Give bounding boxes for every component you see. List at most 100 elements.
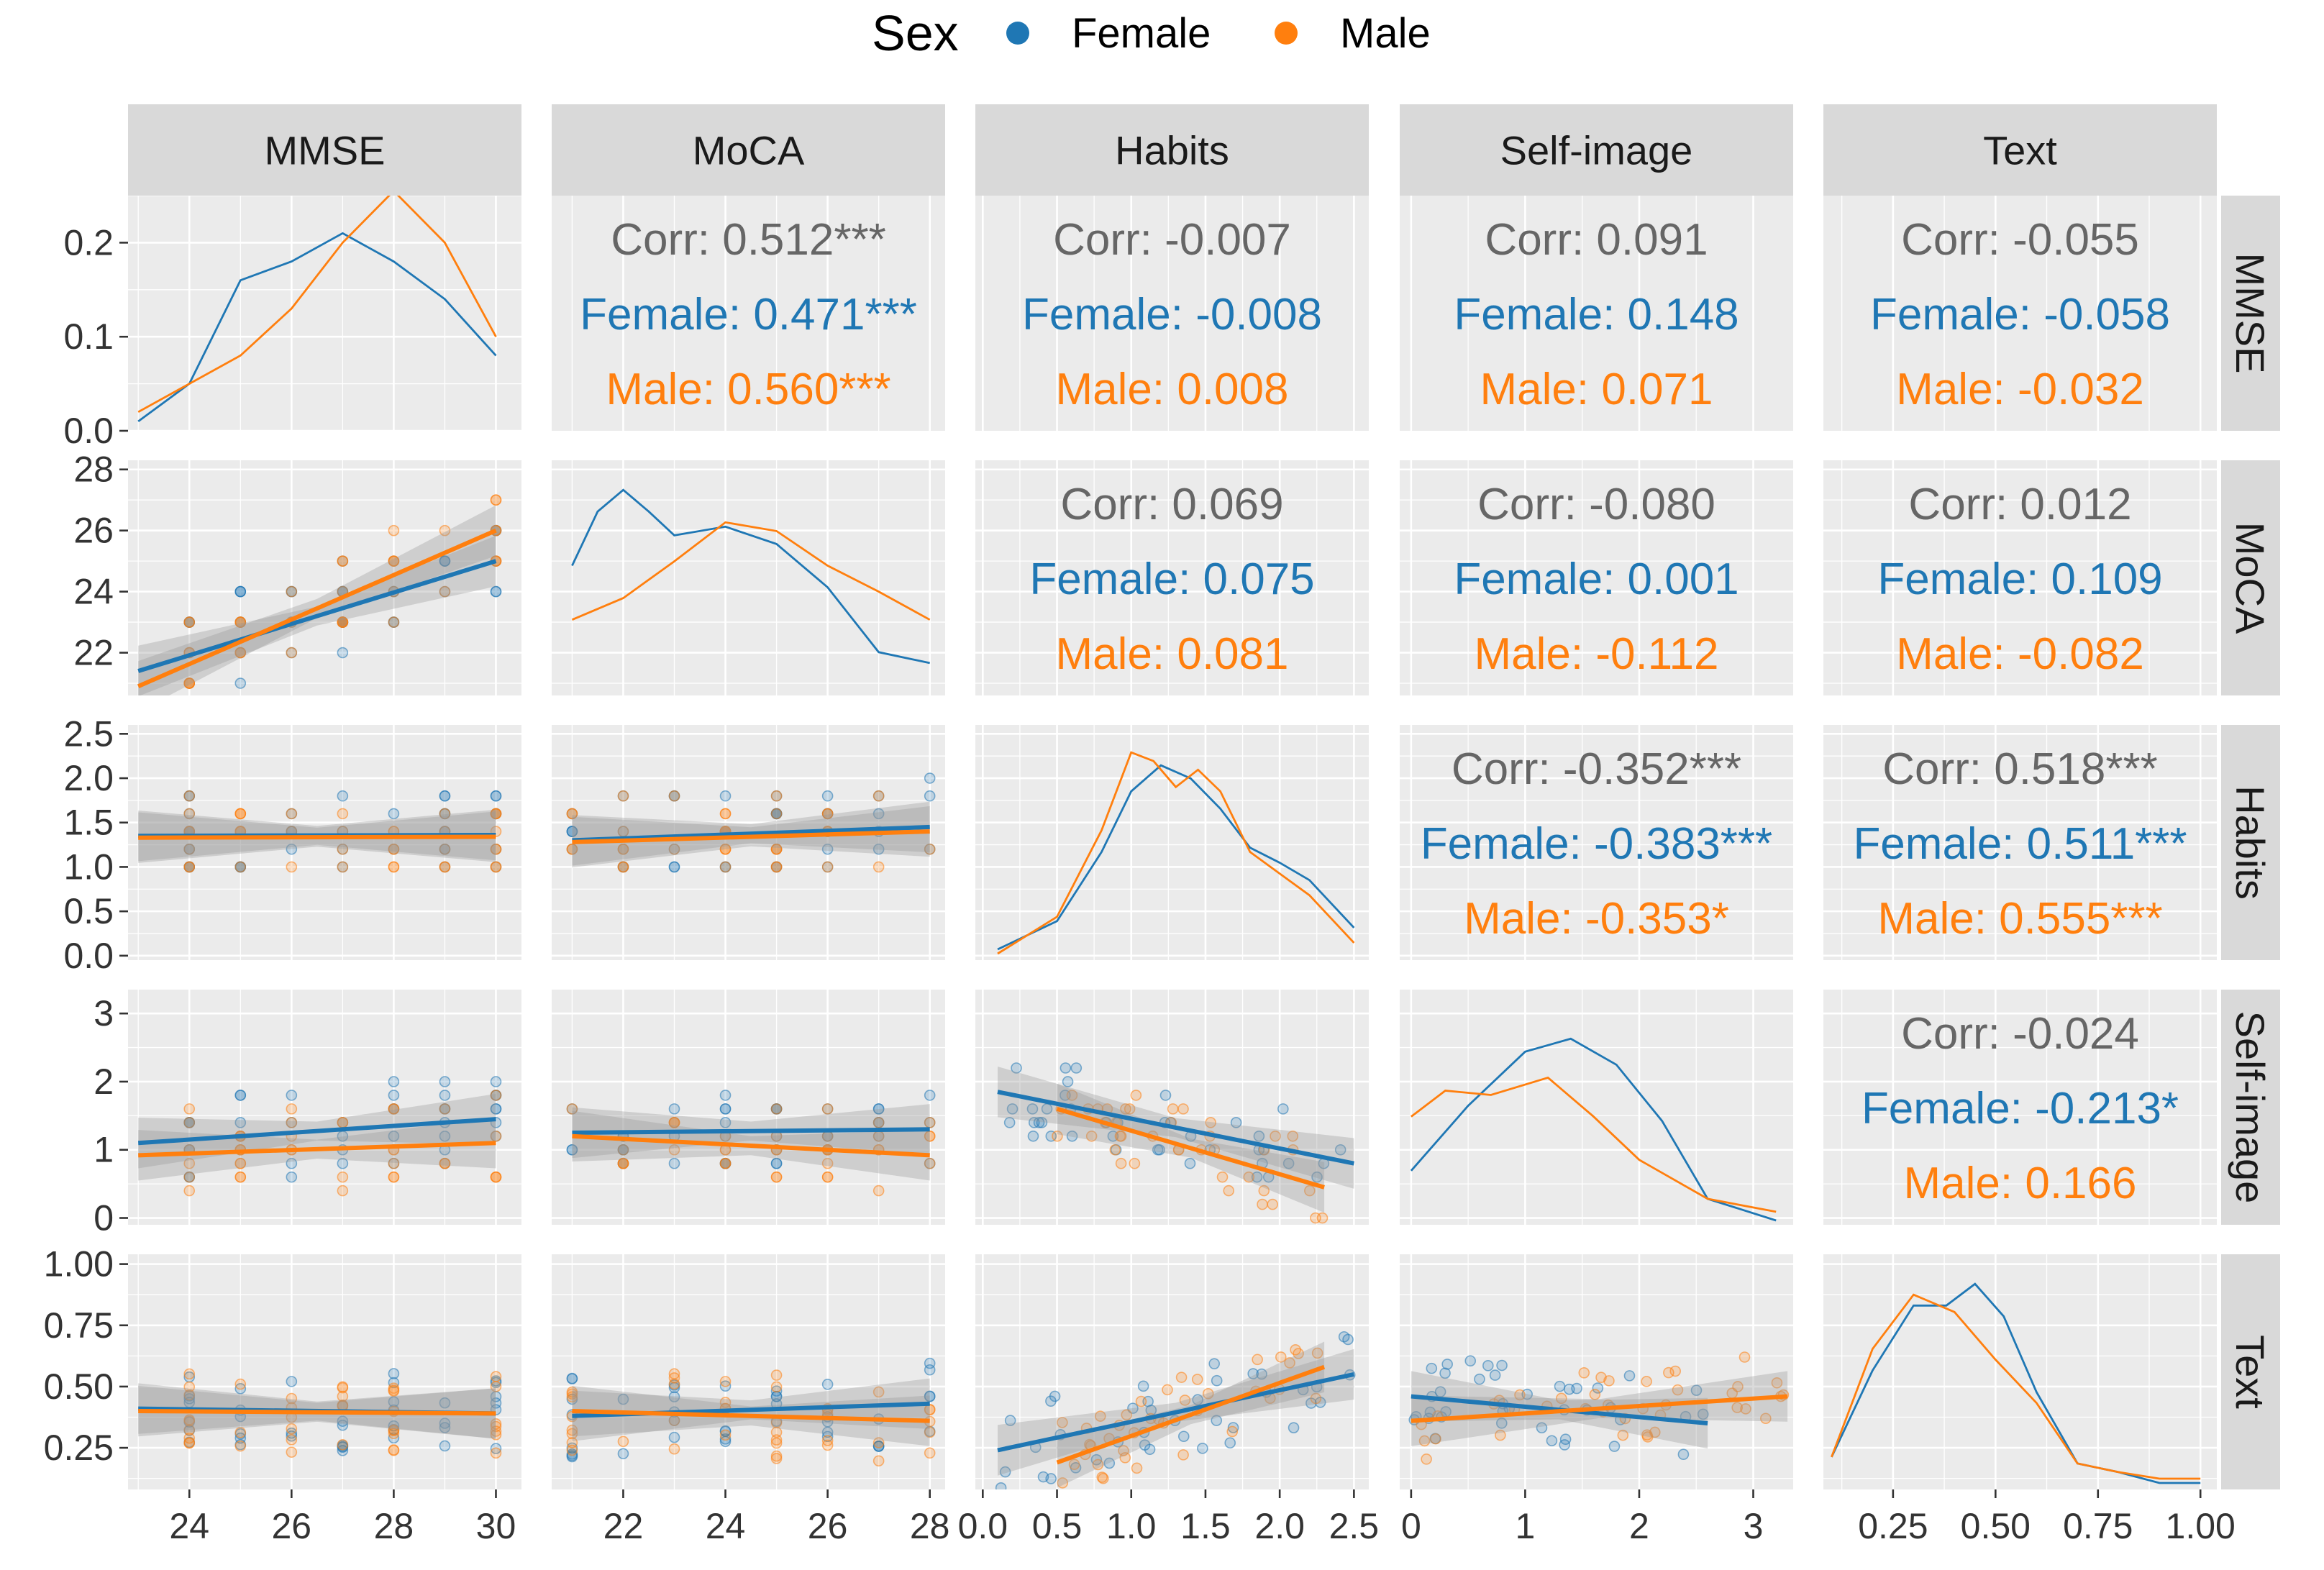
scatter-point-male xyxy=(337,1171,349,1183)
panel-background xyxy=(1400,1254,1793,1489)
scatter-point-female xyxy=(490,585,502,598)
column-strip-label: Habits xyxy=(1115,128,1229,173)
density-curve-male xyxy=(137,196,497,414)
legend: Sex Female Male xyxy=(872,5,1431,61)
scatter-point-male xyxy=(1068,1459,1080,1471)
row-strip-bg xyxy=(2221,460,2280,695)
scatter-point-male xyxy=(1270,1130,1281,1142)
panel-background xyxy=(552,1254,945,1489)
scatter-point-female xyxy=(566,1144,578,1156)
scatter-point-female xyxy=(183,1393,196,1405)
scatter-point-male xyxy=(668,843,680,855)
panel-text-text xyxy=(1823,1254,2217,1489)
scatter-point-female xyxy=(1334,1144,1346,1156)
scatter-point-male xyxy=(770,1381,783,1393)
scatter-point-female xyxy=(770,1385,783,1397)
scatter-point-male xyxy=(183,1171,196,1183)
scatter-point-male xyxy=(490,494,502,506)
scatter-point-male xyxy=(1284,1357,1295,1369)
column-strip-bg xyxy=(552,104,945,196)
scatter-point-male xyxy=(183,808,196,820)
x-tick-label: 22 xyxy=(603,1506,644,1546)
scatter-point-female xyxy=(1224,1437,1236,1449)
scatter-point-female xyxy=(1006,1103,1019,1115)
row-strip-self-image: Self-image xyxy=(2221,990,2280,1225)
scatter-point-male xyxy=(286,585,298,598)
scatter-point-male xyxy=(1267,1198,1279,1210)
x-tick-label: 0.75 xyxy=(2063,1506,2133,1546)
x-tick-label: 0 xyxy=(1401,1506,1421,1546)
scatter-point-female xyxy=(566,1373,578,1384)
scatter-point-female xyxy=(490,1103,502,1115)
scatter-point-female xyxy=(1045,1130,1057,1142)
regression-line-male xyxy=(1056,1106,1325,1190)
scatter-point-female xyxy=(1036,1117,1048,1128)
scatter-point-male xyxy=(183,1437,196,1449)
panel-moca-habits: Corr: 0.069 Female: 0.075 Male: 0.081 xyxy=(975,460,1369,695)
scatter-point-male xyxy=(617,843,629,855)
scatter-point-male xyxy=(668,790,680,802)
scatter-point-male xyxy=(566,1103,578,1115)
corr-overall-text: Corr: -0.024 xyxy=(1901,1009,2139,1059)
y-tick-label: 24 xyxy=(73,572,114,612)
row-strip-bg xyxy=(2221,1254,2280,1489)
scatter-point-male xyxy=(1131,1462,1143,1474)
panel-background xyxy=(1400,990,1793,1225)
y-tick-label: 0.2 xyxy=(63,222,114,263)
scatter-point-male xyxy=(719,1157,732,1169)
row-strip-label: MMSE xyxy=(2228,253,2273,374)
scatter-point-male xyxy=(566,1424,578,1436)
corr-female-text: Female: -0.213* xyxy=(1862,1084,2179,1133)
x-tick-label: 0.50 xyxy=(1961,1506,2031,1546)
scatter-point-male xyxy=(490,1447,502,1459)
scatter-point-male xyxy=(1275,1351,1287,1363)
scatter-point-female xyxy=(668,1431,680,1443)
scatter-point-male xyxy=(1252,1354,1263,1366)
scatter-point-male xyxy=(1057,1477,1069,1489)
regression-line-male xyxy=(1411,1394,1788,1423)
scatter-point-female xyxy=(1066,1130,1078,1142)
scatter-point-male xyxy=(566,1428,578,1440)
scatter-point-female xyxy=(1139,1439,1151,1451)
panel-background xyxy=(552,990,945,1225)
scatter-point-female xyxy=(1536,1422,1548,1434)
scatter-point-male xyxy=(388,1444,400,1456)
scatter-point-female xyxy=(234,677,247,689)
y-tick-label: 1.5 xyxy=(63,803,114,843)
gridlines xyxy=(571,196,931,431)
panel-habits-habits xyxy=(975,725,1369,960)
scatter-point-female xyxy=(821,790,834,802)
scatter-point-male xyxy=(1430,1433,1441,1445)
panel-habits-mmse xyxy=(128,725,521,960)
corr-female-text: Female: 0.075 xyxy=(1029,554,1314,604)
scatter-point-male xyxy=(1672,1384,1684,1396)
scatter-point-male xyxy=(1094,1410,1106,1422)
gridlines xyxy=(1823,460,2217,695)
panel-habits-text: Corr: 0.518*** Female: 0.511*** Male: 0.55… xyxy=(1823,725,2217,960)
density-curve-male xyxy=(1411,1076,1777,1213)
scatter-point-male xyxy=(668,1443,680,1455)
scatter-point-male xyxy=(1167,1103,1179,1115)
scatter-point-male xyxy=(770,861,783,873)
scatter-point-male xyxy=(872,1437,885,1448)
scatter-point-female xyxy=(924,772,936,784)
panel-background xyxy=(1823,1254,2217,1489)
scatter-point-male xyxy=(388,1157,400,1169)
panel-background xyxy=(975,990,1369,1225)
scatter-point-male xyxy=(337,1185,349,1197)
scatter-point-male xyxy=(439,861,451,873)
scatter-point-female xyxy=(388,1130,400,1142)
scatter-group xyxy=(566,772,936,873)
scatter-point-female xyxy=(924,1364,936,1376)
scatter-point-female xyxy=(668,861,680,873)
scatter-point-female xyxy=(719,1425,732,1437)
column-strip-bg xyxy=(1823,104,2217,196)
scatter-point-male xyxy=(1115,1157,1127,1169)
scatter-point-male xyxy=(719,1376,732,1387)
y-tick-label: 1.0 xyxy=(63,846,114,887)
scatter-point-female xyxy=(1177,1430,1190,1443)
density-curve-male xyxy=(571,521,931,621)
scatter-point-male xyxy=(183,1117,196,1128)
scatter-point-female xyxy=(388,1090,400,1101)
panel-background xyxy=(1400,196,1793,431)
